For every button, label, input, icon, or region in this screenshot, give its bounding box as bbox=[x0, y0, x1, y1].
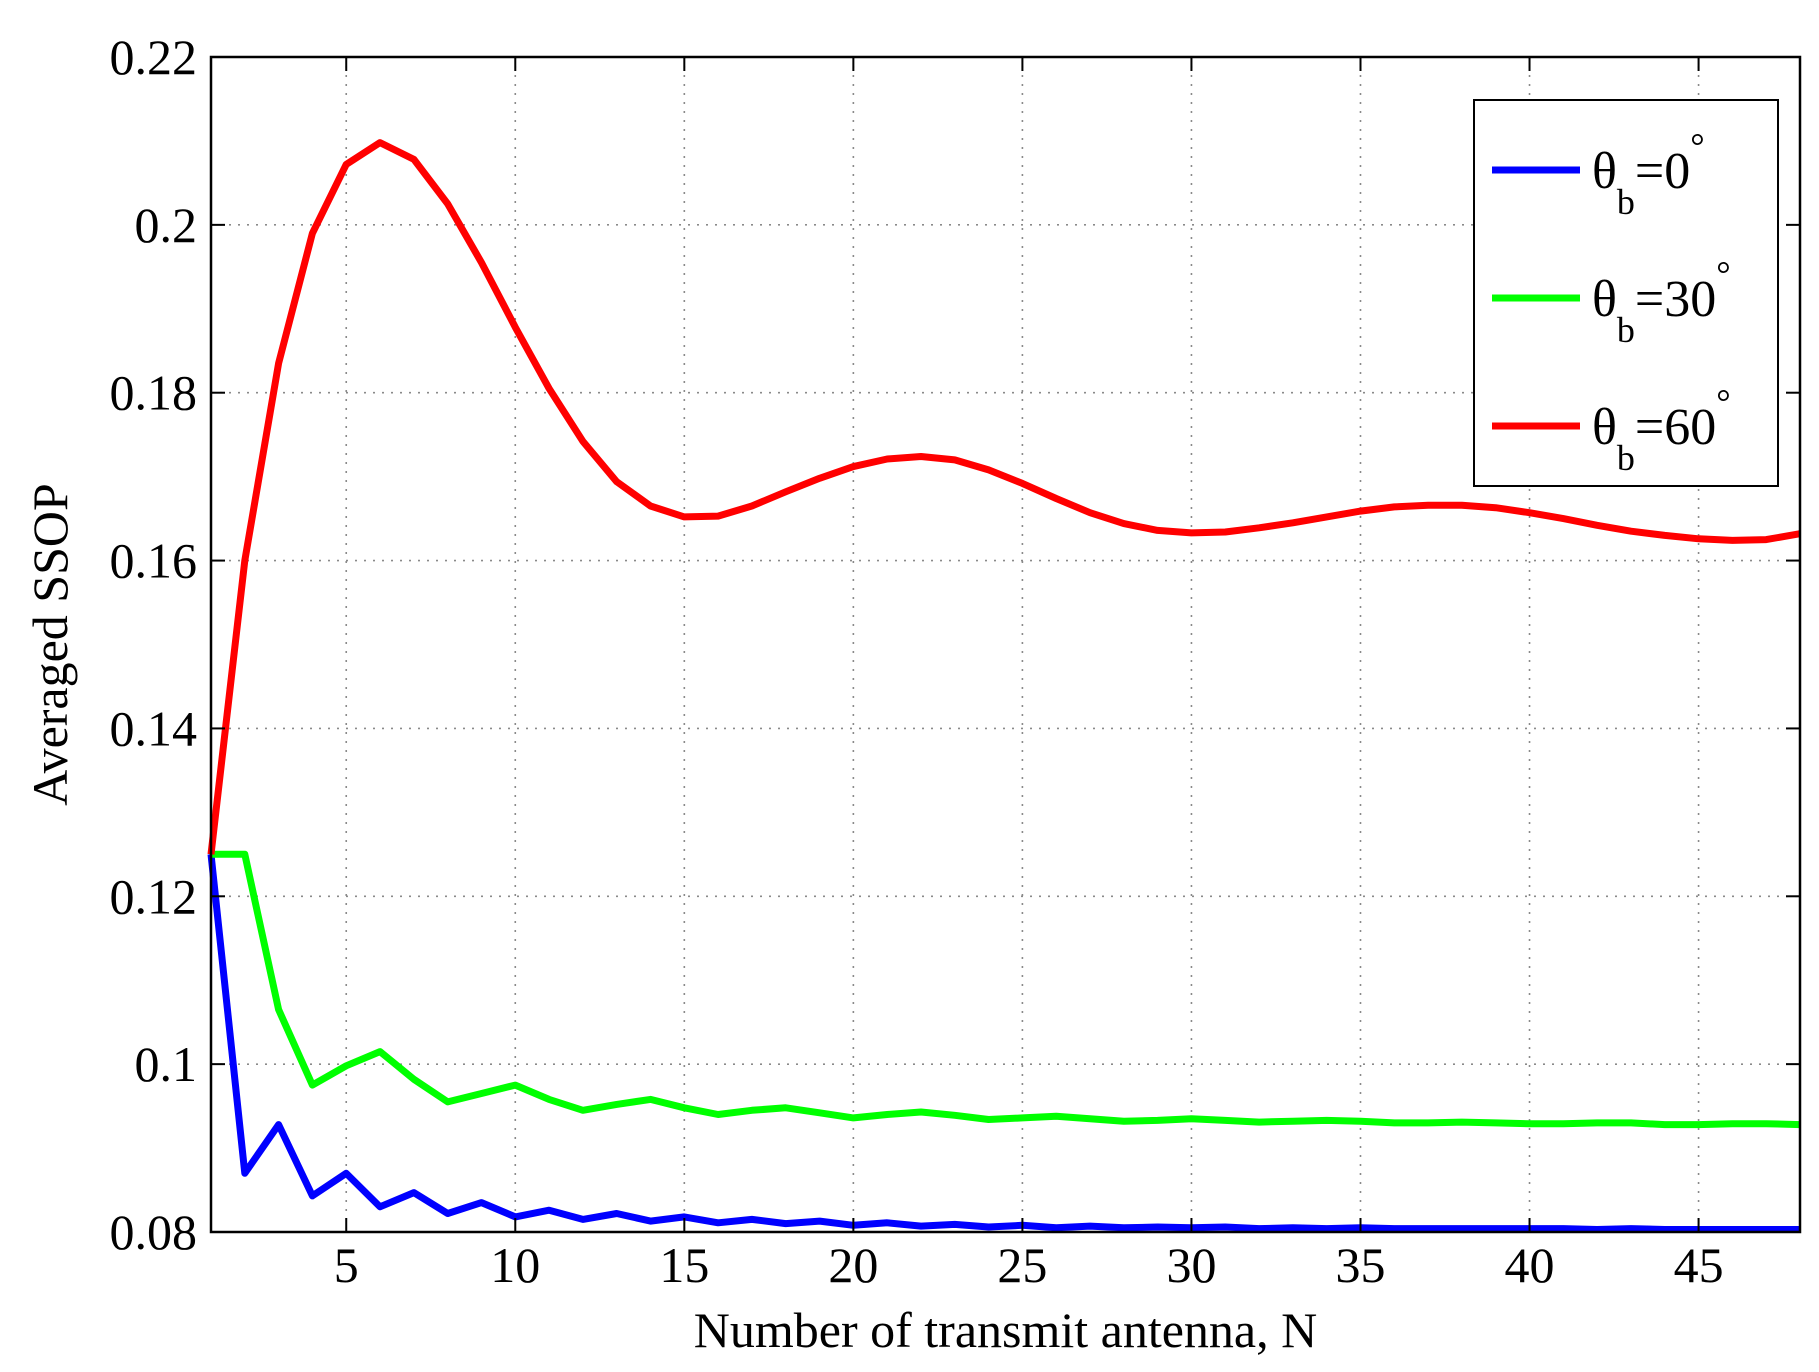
y-tick-label: 0.08 bbox=[110, 1204, 198, 1260]
legend-label-2: θb=30° bbox=[1592, 254, 1731, 350]
x-tick-label: 5 bbox=[334, 1237, 359, 1293]
x-tick-label: 15 bbox=[659, 1237, 709, 1293]
x-tick-label: 45 bbox=[1674, 1237, 1724, 1293]
x-tick-label: 35 bbox=[1335, 1237, 1385, 1293]
x-tick-label: 10 bbox=[490, 1237, 540, 1293]
y-tick-label: 0.22 bbox=[110, 29, 198, 85]
series-lines bbox=[207, 139, 1801, 1233]
plot-area-frame bbox=[209, 55, 1802, 1234]
y-axis-title: Averaged SSOP bbox=[22, 483, 78, 806]
legend-label-3: θb=60° bbox=[1592, 382, 1731, 478]
y-tick-label: 0.12 bbox=[110, 868, 198, 924]
legend: θb=0° θb=30° θb=60° bbox=[1473, 99, 1779, 487]
y-tick-label: 0.16 bbox=[110, 533, 198, 589]
x-tick-label: 20 bbox=[828, 1237, 878, 1293]
y-tick-label: 0.18 bbox=[110, 365, 198, 421]
legend-box bbox=[1473, 99, 1779, 487]
series-line-2 bbox=[211, 850, 1801, 1129]
y-tick-label: 0.14 bbox=[110, 700, 198, 756]
x-tick-label: 25 bbox=[997, 1237, 1047, 1293]
y-tick-label: 0.1 bbox=[135, 1036, 198, 1092]
series-line-3 bbox=[207, 139, 1801, 855]
x-axis-title: Number of transmit antenna, N bbox=[694, 1302, 1317, 1358]
y-tick-label: 0.2 bbox=[135, 197, 198, 253]
x-tick-label: 30 bbox=[1166, 1237, 1216, 1293]
legend-label-1: θb=0° bbox=[1592, 126, 1705, 222]
series-line-1 bbox=[207, 853, 1800, 1233]
x-tick-label: 40 bbox=[1505, 1237, 1555, 1293]
axis-ticks: 5 10 15 20 25 30 35 40 45 0.08 0.1 0.12 0.14 0.16 0.18… bbox=[110, 29, 1800, 1293]
